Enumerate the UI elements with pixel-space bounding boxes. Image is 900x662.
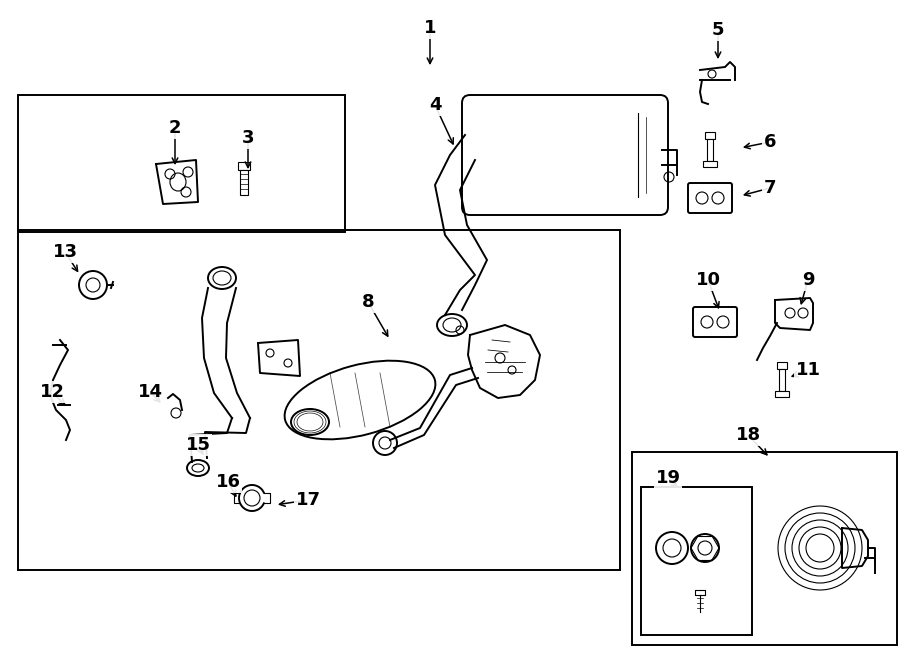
Bar [775,391,789,397]
Text: 6: 6 [764,133,776,151]
Text: 14: 14 [138,383,163,401]
Text: 16: 16 [215,473,240,491]
Text: 1: 1 [424,19,436,37]
Text: 7: 7 [764,179,776,197]
Bar [707,139,713,161]
Text: 13: 13 [52,243,77,261]
Bar [777,362,787,369]
Text: 8: 8 [362,293,374,311]
Text: 12: 12 [40,383,65,401]
Bar [779,369,785,391]
Text: 10: 10 [696,271,721,289]
Text: 5: 5 [712,21,724,39]
Bar [641,487,752,635]
Bar [705,132,715,139]
Text: 18: 18 [735,426,760,444]
Text: 2: 2 [169,119,181,137]
Text: 9: 9 [802,271,814,289]
Text: 19: 19 [655,469,680,487]
Text: 11: 11 [796,361,821,379]
Text: 4: 4 [428,96,441,114]
Bar [240,170,248,195]
Bar [18,230,620,570]
Bar [632,452,897,645]
Bar [238,162,250,170]
Text: 17: 17 [295,491,320,509]
Bar [703,161,717,167]
Bar [18,95,345,232]
Text: 3: 3 [242,129,255,147]
Text: 15: 15 [185,436,211,454]
